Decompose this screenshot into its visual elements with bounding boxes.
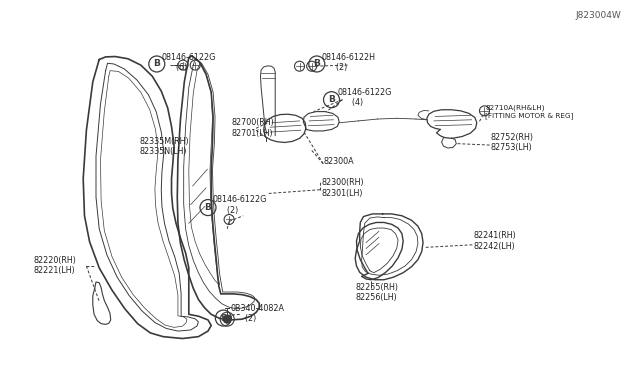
Text: 82335M(RH)
82335N(LH): 82335M(RH) 82335N(LH) [140,137,189,156]
Text: 82255(RH)
82256(LH): 82255(RH) 82256(LH) [356,283,399,302]
Text: 82300(RH)
82301(LH): 82300(RH) 82301(LH) [321,178,364,198]
Text: B: B [154,60,160,68]
Text: 82700(RH)
82701(LH): 82700(RH) 82701(LH) [232,118,275,138]
Text: 82710A(RH&LH)
[FITTING MOTOR & REG]: 82710A(RH&LH) [FITTING MOTOR & REG] [485,105,573,119]
Text: 08146-6122G
      (4): 08146-6122G (4) [337,88,392,107]
Text: B: B [328,95,335,104]
Text: 82752(RH)
82753(LH): 82752(RH) 82753(LH) [491,133,534,152]
Text: 08146-6122G
      (2): 08146-6122G (2) [212,195,267,215]
Text: S: S [220,314,227,323]
Text: 82241(RH)
82242(LH): 82241(RH) 82242(LH) [474,231,516,251]
Text: B: B [314,60,320,68]
Text: J823004W: J823004W [575,12,621,20]
Text: 08146-6122G
      (6): 08146-6122G (6) [161,53,216,72]
Text: 0B340-4082A
      (2): 0B340-4082A (2) [230,304,284,323]
Text: 08146-6122H
      (2): 08146-6122H (2) [321,53,375,72]
Circle shape [223,315,231,323]
Text: B: B [205,203,211,212]
Text: 82300A: 82300A [324,157,355,166]
Text: 82220(RH)
82221(LH): 82220(RH) 82221(LH) [34,256,77,275]
